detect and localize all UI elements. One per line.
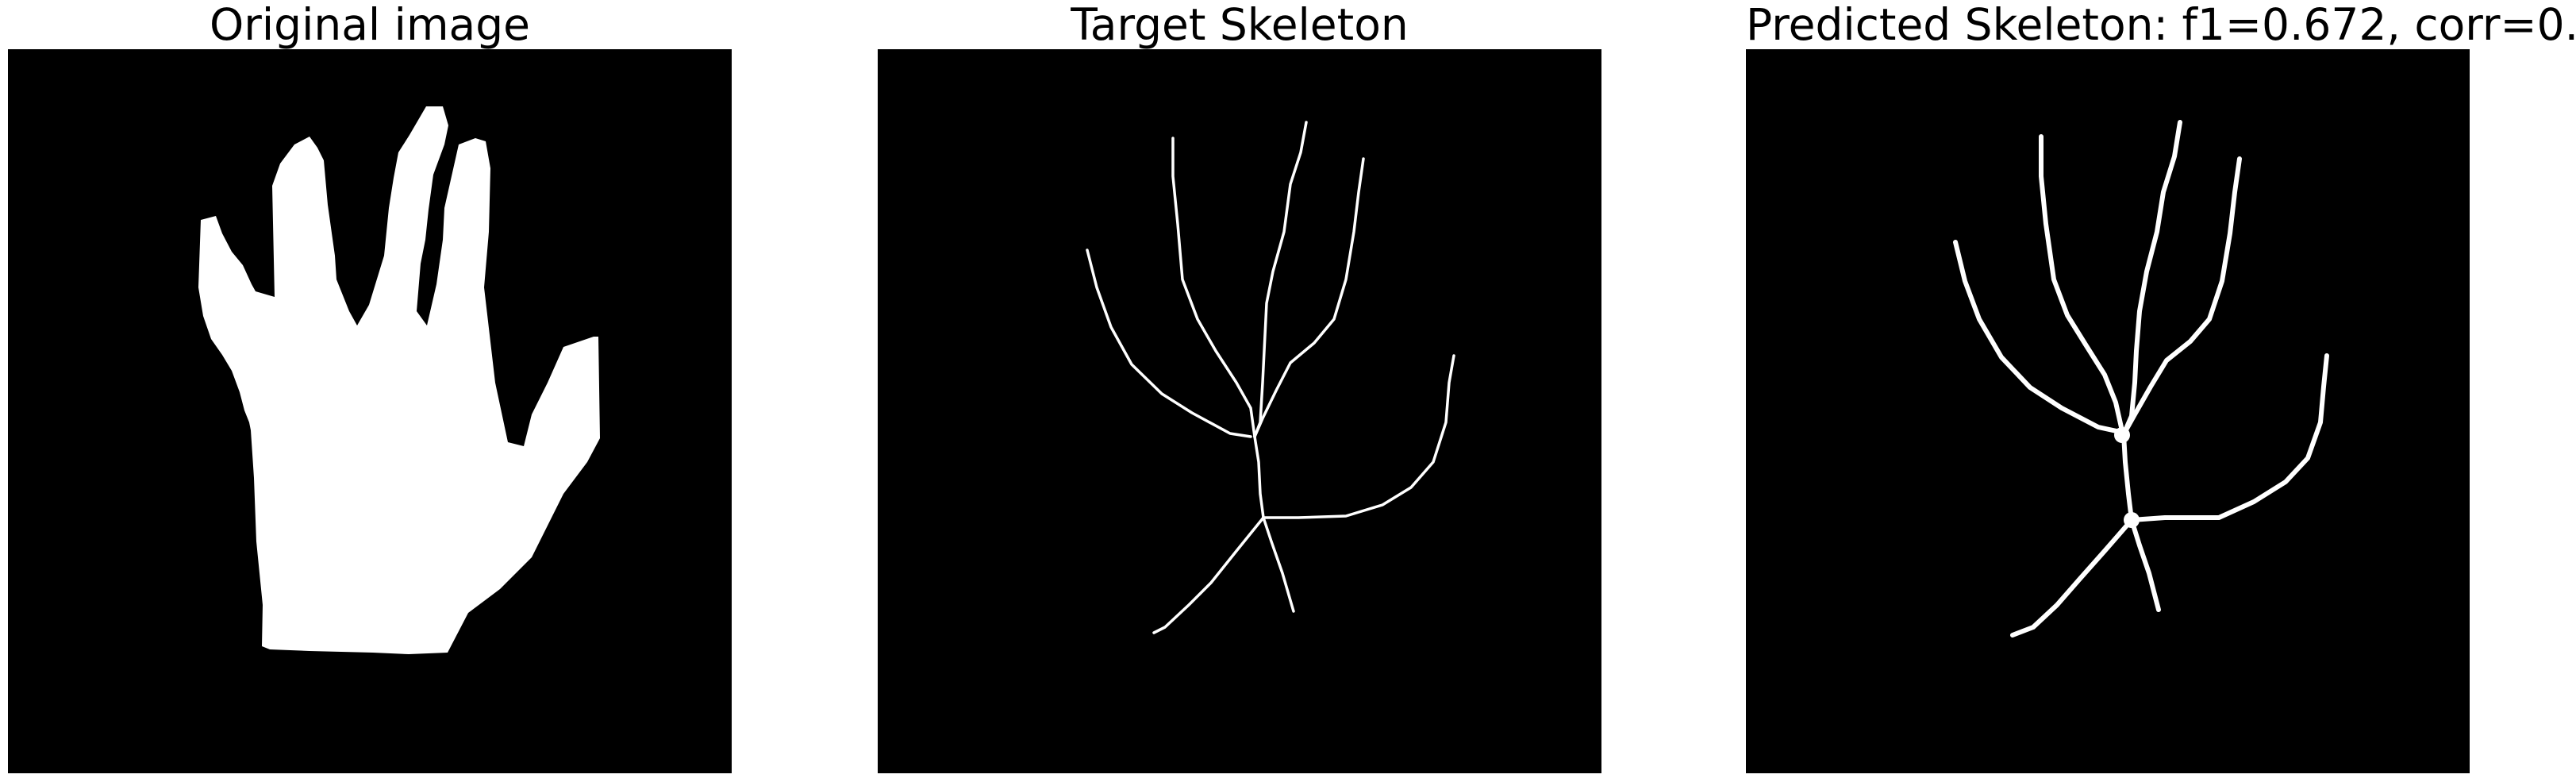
predicted-branch-wrist-left	[2010, 518, 2134, 638]
title-predicted-skeleton: Predicted Skeleton: f1=0.672, corr=0.710	[1746, 0, 2576, 50]
panel-target-skeleton: Target Skeleton	[878, 0, 1601, 782]
title-original-image: Original image	[209, 0, 530, 50]
target-branch-wrist-left	[1152, 516, 1265, 634]
predicted-branch-left-finger	[1953, 240, 2123, 434]
target-skeleton-image	[878, 49, 1601, 773]
predicted-branch-thumb	[2129, 353, 2329, 522]
predicted-branch-palm-trunk	[2121, 432, 2134, 522]
panel-original-image: Original image	[8, 0, 732, 782]
predicted-branch-index-finger	[2039, 134, 2125, 437]
predicted-branch-middle-finger	[2121, 120, 2182, 437]
target-branch-left-finger	[1086, 248, 1252, 438]
target-branch-thumb	[1262, 354, 1455, 519]
predicted-skeleton-canvas	[1746, 49, 2470, 773]
panel-predicted-skeleton: Predicted Skeleton: f1=0.672, corr=0.710	[1746, 0, 2576, 782]
original-image-canvas	[8, 49, 732, 773]
title-target-skeleton: Target Skeleton	[1071, 0, 1409, 50]
predicted-branch-wrist-right	[2129, 518, 2161, 612]
hand-silhouette-image	[8, 49, 732, 773]
target-branch-index-finger	[1171, 137, 1256, 438]
target-skeleton-canvas	[878, 49, 1601, 773]
hand-shape	[198, 106, 600, 654]
target-branch-middle-finger	[1253, 121, 1308, 438]
predicted-branch-ring-finger	[2121, 156, 2242, 437]
predicted-junction-upper	[2114, 427, 2130, 443]
predicted-skeleton-image	[1746, 49, 2470, 773]
target-branch-palm-trunk	[1253, 435, 1265, 519]
predicted-junction-lower	[2124, 512, 2140, 528]
target-branch-wrist-right	[1262, 516, 1295, 613]
target-branch-ring-finger	[1253, 157, 1365, 438]
